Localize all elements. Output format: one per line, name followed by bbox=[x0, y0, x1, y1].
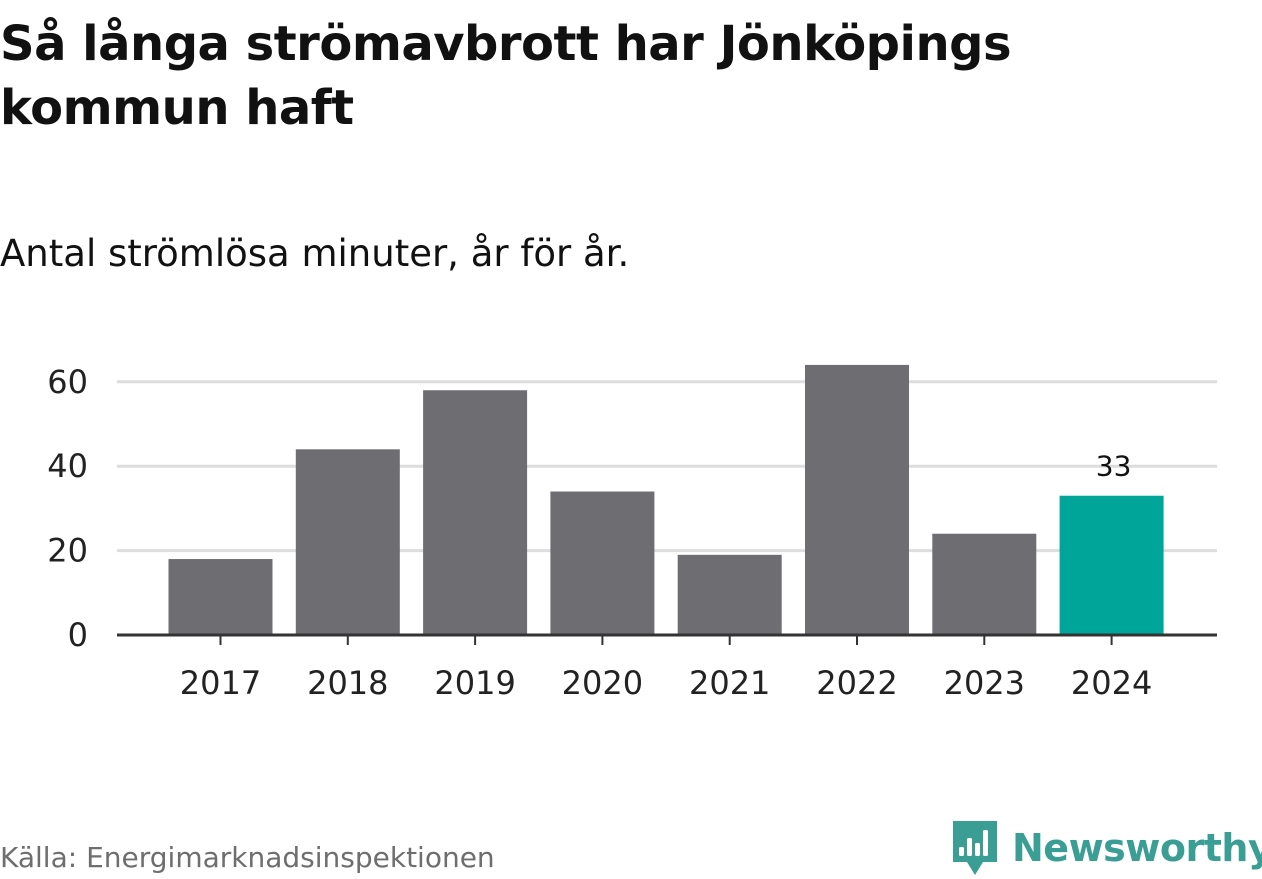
data-label: 33 bbox=[1096, 450, 1132, 483]
bar-2024 bbox=[1059, 495, 1164, 635]
y-tick-label: 40 bbox=[47, 447, 88, 485]
x-tick-label: 2021 bbox=[689, 664, 770, 702]
newsworthy-logo: Newsworthy bbox=[950, 818, 1262, 878]
bars bbox=[168, 364, 1164, 635]
bar-2022 bbox=[805, 364, 909, 635]
x-tick-label: 2020 bbox=[562, 664, 643, 702]
gridlines bbox=[117, 380, 1217, 553]
y-tick-label: 60 bbox=[47, 363, 88, 401]
x-tick-label: 2023 bbox=[944, 664, 1025, 702]
bar-2019 bbox=[423, 390, 528, 635]
y-axis-ticks: 0 20 40 60 bbox=[47, 363, 88, 654]
data-labels: 33 bbox=[1096, 450, 1132, 483]
bar-2020 bbox=[550, 491, 655, 635]
x-tick-label: 2024 bbox=[1071, 664, 1152, 702]
x-tick-label: 2019 bbox=[434, 664, 515, 702]
source-note: Källa: Energimarknadsinspektionen bbox=[0, 841, 495, 874]
chart-title: Så långa strömavbrott har Jönköpings kom… bbox=[0, 16, 1012, 136]
y-tick-label: 20 bbox=[47, 532, 88, 570]
x-axis-ticks: 2017 2018 2019 2020 2021 2022 2023 2024 bbox=[180, 635, 1152, 702]
bar-2017 bbox=[168, 559, 273, 635]
x-tick-label: 2017 bbox=[180, 664, 261, 702]
chart-subtitle: Antal strömlösa minuter, år för år. bbox=[0, 232, 630, 275]
bar-2023 bbox=[932, 533, 1037, 635]
y-tick-label: 0 bbox=[68, 616, 88, 654]
bar-2018 bbox=[295, 449, 400, 635]
brand-name: Newsworthy bbox=[1012, 826, 1262, 870]
x-tick-label: 2022 bbox=[816, 664, 897, 702]
bar-chart-icon bbox=[953, 821, 997, 875]
bar-chart: 0 20 40 60 2017 2018 2019 2020 2021 2022 2023 2024… bbox=[47, 363, 1217, 702]
x-tick-label: 2018 bbox=[307, 664, 388, 702]
bar-2021 bbox=[677, 554, 782, 635]
